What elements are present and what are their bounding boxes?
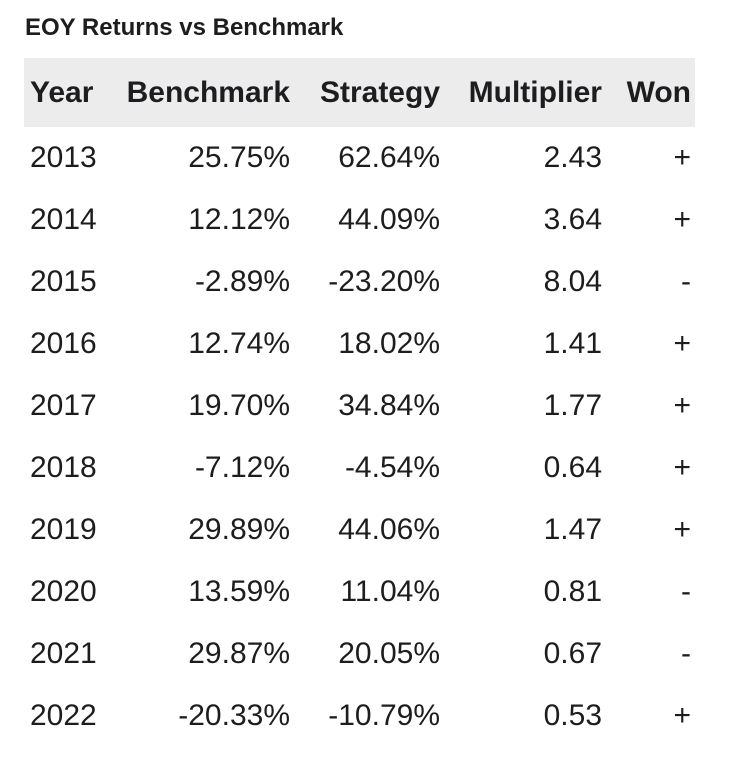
cell-year: 2021: [24, 623, 120, 685]
cell-multiplier: 0.53: [440, 685, 602, 747]
cell-year: 2017: [24, 375, 120, 437]
table-row: 2018 -7.12% -4.54% 0.64 +: [24, 437, 695, 499]
cell-year: 2022: [24, 685, 120, 747]
returns-table: Year Benchmark Strategy Multiplier Won 2…: [24, 58, 695, 747]
cell-won: +: [602, 375, 695, 437]
table-row: 2019 29.89% 44.06% 1.47 +: [24, 499, 695, 561]
table-row: 2014 12.12% 44.09% 3.64 +: [24, 189, 695, 251]
cell-benchmark: 25.75%: [120, 127, 290, 189]
table-row: 2015 -2.89% -23.20% 8.04 -: [24, 251, 695, 313]
column-header-multiplier: Multiplier: [440, 58, 602, 127]
cell-year: 2019: [24, 499, 120, 561]
table-row: 2017 19.70% 34.84% 1.77 +: [24, 375, 695, 437]
cell-benchmark: 12.12%: [120, 189, 290, 251]
cell-benchmark: 13.59%: [120, 561, 290, 623]
cell-won: +: [602, 437, 695, 499]
cell-won: +: [602, 127, 695, 189]
column-header-benchmark: Benchmark: [120, 58, 290, 127]
cell-won: +: [602, 189, 695, 251]
column-header-year: Year: [24, 58, 120, 127]
page-title: EOY Returns vs Benchmark: [25, 14, 344, 41]
cell-year: 2014: [24, 189, 120, 251]
cell-strategy: 18.02%: [290, 313, 440, 375]
cell-strategy: 62.64%: [290, 127, 440, 189]
cell-benchmark: 19.70%: [120, 375, 290, 437]
cell-strategy: 44.06%: [290, 499, 440, 561]
cell-benchmark: 29.89%: [120, 499, 290, 561]
cell-strategy: 34.84%: [290, 375, 440, 437]
cell-multiplier: 0.67: [440, 623, 602, 685]
cell-benchmark: -2.89%: [120, 251, 290, 313]
cell-strategy: 11.04%: [290, 561, 440, 623]
table-row: 2022 -20.33% -10.79% 0.53 +: [24, 685, 695, 747]
table-header-row: Year Benchmark Strategy Multiplier Won: [24, 58, 695, 127]
table-row: 2020 13.59% 11.04% 0.81 -: [24, 561, 695, 623]
cell-multiplier: 3.64: [440, 189, 602, 251]
cell-year: 2015: [24, 251, 120, 313]
table-row: 2016 12.74% 18.02% 1.41 +: [24, 313, 695, 375]
cell-won: -: [602, 251, 695, 313]
cell-multiplier: 8.04: [440, 251, 602, 313]
cell-benchmark: -7.12%: [120, 437, 290, 499]
column-header-won: Won: [602, 58, 695, 127]
table-row: 2021 29.87% 20.05% 0.67 -: [24, 623, 695, 685]
cell-benchmark: 29.87%: [120, 623, 290, 685]
cell-year: 2018: [24, 437, 120, 499]
cell-strategy: -10.79%: [290, 685, 440, 747]
column-header-strategy: Strategy: [290, 58, 440, 127]
cell-won: -: [602, 623, 695, 685]
cell-strategy: 44.09%: [290, 189, 440, 251]
cell-benchmark: 12.74%: [120, 313, 290, 375]
cell-year: 2013: [24, 127, 120, 189]
cell-won: -: [602, 561, 695, 623]
cell-multiplier: 0.64: [440, 437, 602, 499]
cell-won: +: [602, 499, 695, 561]
cell-year: 2016: [24, 313, 120, 375]
cell-strategy: -4.54%: [290, 437, 440, 499]
cell-multiplier: 1.77: [440, 375, 602, 437]
cell-won: +: [602, 313, 695, 375]
cell-benchmark: -20.33%: [120, 685, 290, 747]
cell-year: 2020: [24, 561, 120, 623]
cell-multiplier: 2.43: [440, 127, 602, 189]
cell-multiplier: 1.41: [440, 313, 602, 375]
cell-multiplier: 0.81: [440, 561, 602, 623]
cell-multiplier: 1.47: [440, 499, 602, 561]
cell-strategy: -23.20%: [290, 251, 440, 313]
cell-won: +: [602, 685, 695, 747]
table-row: 2013 25.75% 62.64% 2.43 +: [24, 127, 695, 189]
cell-strategy: 20.05%: [290, 623, 440, 685]
